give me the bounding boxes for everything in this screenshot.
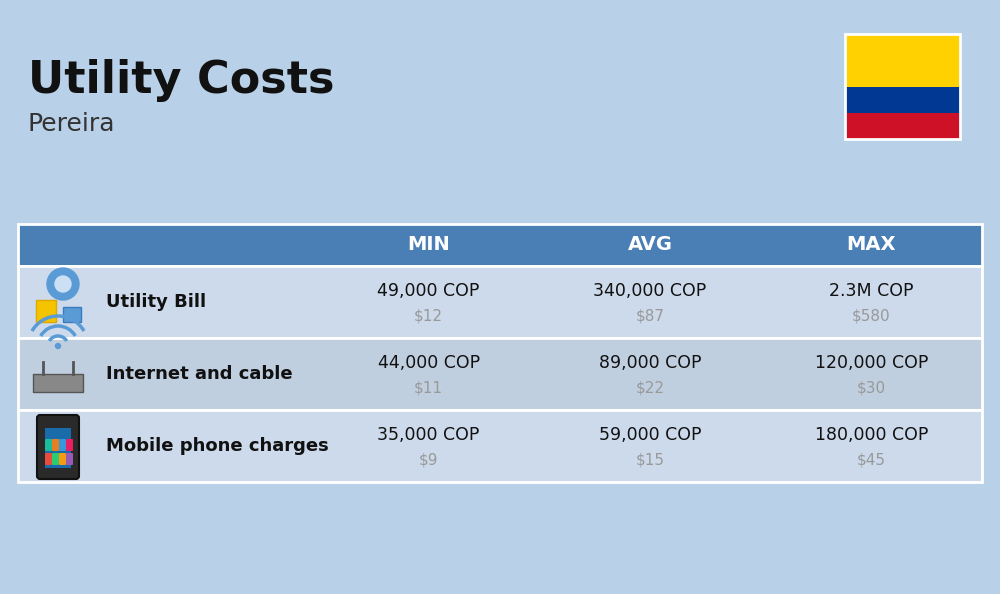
Bar [18, 224, 982, 266]
Text: 180,000 COP: 180,000 COP [815, 426, 928, 444]
FancyBboxPatch shape [66, 453, 73, 465]
Text: $12: $12 [414, 308, 443, 324]
Bar [36, 300, 56, 322]
Bar [45, 428, 71, 468]
Text: 35,000 COP: 35,000 COP [377, 426, 480, 444]
Bar [18, 410, 982, 482]
Circle shape [47, 268, 79, 300]
FancyBboxPatch shape [59, 439, 66, 451]
FancyBboxPatch shape [45, 439, 52, 451]
Text: $45: $45 [857, 453, 886, 467]
Text: $87: $87 [636, 308, 664, 324]
Text: 44,000 COP: 44,000 COP [378, 354, 480, 372]
FancyBboxPatch shape [59, 453, 66, 465]
FancyBboxPatch shape [52, 453, 59, 465]
Text: MAX: MAX [847, 235, 896, 254]
Text: $11: $11 [414, 381, 443, 396]
Bar [63, 307, 81, 322]
FancyBboxPatch shape [52, 439, 59, 451]
Text: AVG: AVG [628, 235, 672, 254]
Text: 340,000 COP: 340,000 COP [593, 282, 707, 300]
Bar [33, 374, 83, 392]
Text: $15: $15 [636, 453, 664, 467]
Text: $9: $9 [419, 453, 438, 467]
Text: 2.3M COP: 2.3M COP [829, 282, 914, 300]
FancyBboxPatch shape [45, 453, 52, 465]
Bar [845, 87, 960, 113]
Circle shape [55, 276, 71, 292]
Text: Mobile phone charges: Mobile phone charges [106, 437, 329, 455]
Bar [18, 266, 982, 338]
Text: $30: $30 [857, 381, 886, 396]
Text: MIN: MIN [407, 235, 450, 254]
Text: Pereira: Pereira [28, 112, 116, 136]
Text: $22: $22 [636, 381, 664, 396]
Text: 59,000 COP: 59,000 COP [599, 426, 701, 444]
Text: Utility Costs: Utility Costs [28, 59, 334, 102]
FancyBboxPatch shape [66, 439, 73, 451]
Bar [845, 34, 960, 139]
FancyBboxPatch shape [37, 415, 79, 479]
Bar [845, 113, 960, 139]
Text: 49,000 COP: 49,000 COP [377, 282, 480, 300]
Bar [845, 34, 960, 87]
Text: Utility Bill: Utility Bill [106, 293, 206, 311]
Text: 120,000 COP: 120,000 COP [815, 354, 928, 372]
Circle shape [56, 343, 60, 349]
Text: Internet and cable: Internet and cable [106, 365, 293, 383]
Text: 89,000 COP: 89,000 COP [599, 354, 701, 372]
Text: $580: $580 [852, 308, 891, 324]
Bar [18, 338, 982, 410]
